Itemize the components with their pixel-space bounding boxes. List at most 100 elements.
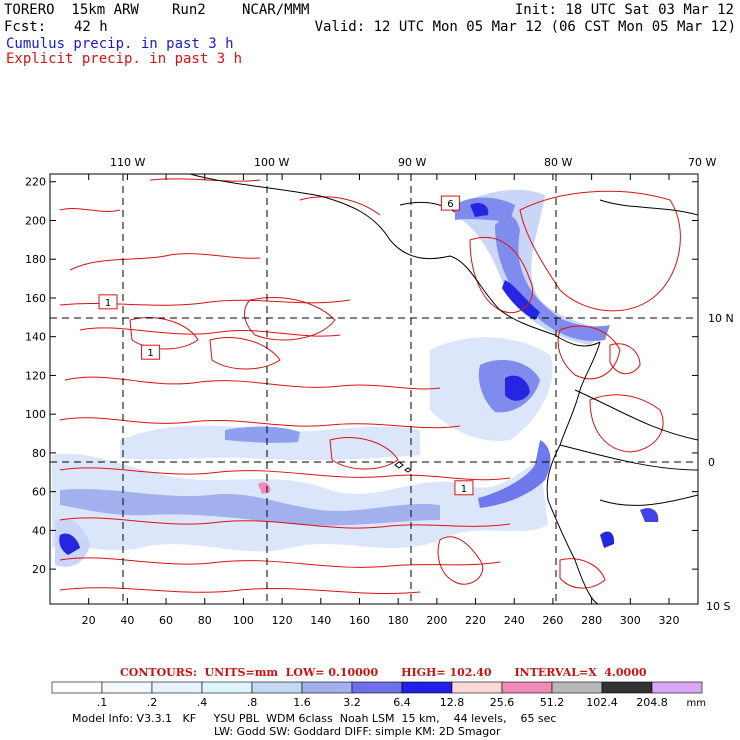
contour-line: [59, 587, 421, 594]
contour-line: [559, 558, 606, 589]
colorbar-level-label: 6.4: [393, 696, 411, 709]
x-tick-label: 260: [542, 614, 563, 627]
x-tick-label: 280: [581, 614, 602, 627]
y-tick-label: 120: [25, 369, 46, 382]
cumulus-medium-caribbean: [495, 216, 610, 341]
colorbar-units: mm: [687, 698, 706, 709]
cumulus-dark-caribbean: [502, 280, 540, 320]
contour-box-label: 1: [147, 348, 153, 359]
colorbar-swatch: [151, 681, 203, 694]
cumulus-light-band-north: [120, 425, 420, 461]
colorbar-level-label: 12.8: [440, 696, 465, 709]
y-tick-label: 80: [32, 447, 46, 460]
contour-line: [209, 337, 281, 370]
x-tick-label: 40: [120, 614, 134, 627]
y-tick-label: 60: [32, 486, 46, 499]
lat-label: 0: [708, 456, 715, 469]
x-tick-label: 300: [620, 614, 641, 627]
country-border: [559, 444, 698, 471]
cumulus-medium-coast: [478, 440, 551, 508]
colorbar-swatch: [601, 681, 653, 694]
x-tick-label: 60: [159, 614, 173, 627]
contour-box-label: 1: [461, 484, 467, 495]
cumulus-dark-gulf: [470, 203, 489, 217]
x-tick-label: 180: [388, 614, 409, 627]
cumulus-light-band-south: [52, 453, 548, 552]
plot-border: [49, 173, 699, 605]
run-label: Run2: [172, 2, 206, 18]
colorbar: .1 .2 .4 .8 1.6 3.2 6.4 12.8 25.6 51.2 102.4 204.8 m…: [51, 681, 706, 709]
coastline-mexico: [189, 174, 601, 347]
contour-line: [609, 343, 641, 375]
forecast-label: Fcst:: [4, 19, 47, 35]
contour-line: [149, 178, 261, 182]
contour-line: [59, 557, 501, 568]
valid-time: Valid: 12 UTC Mon 05 Mar 12 (06 CST Mon …: [314, 19, 736, 35]
cumulus-dark-south-2: [640, 508, 659, 522]
colorbar-swatch: [201, 681, 253, 694]
y-tick-label: 220: [25, 176, 46, 189]
contour-line: [69, 253, 261, 271]
model-info-line1: Model Info: V3.3.1 KF YSU PBL WDM 6class…: [72, 712, 557, 725]
y-tick-label: 100: [25, 408, 46, 421]
latitude-labels: 10 N 0 10 S: [706, 312, 734, 613]
contour-line: [59, 417, 461, 429]
colorbar-level-label: 1.6: [293, 696, 311, 709]
lon-label: 80 W: [544, 156, 572, 169]
contour-line: [59, 517, 511, 529]
cumulus-light-central-america: [455, 189, 605, 345]
galapagos-islands: [394, 461, 412, 473]
cumulus-dark-east: [505, 375, 530, 401]
x-tick-label: 120: [272, 614, 293, 627]
colorbar-swatch: [451, 681, 503, 694]
y-tick-label: 180: [25, 253, 46, 266]
colorbar-level-label: 204.8: [636, 696, 668, 709]
coastline-caribbean: [599, 199, 698, 216]
x-tick-label: 80: [198, 614, 212, 627]
y-tick-label: 40: [32, 524, 46, 537]
x-axis-ticks: 20 40 60 80 100 120 140 160 180 200 220 240 260 280 30…: [82, 174, 679, 627]
init-time: Init: 18 UTC Sat 03 Mar 12: [514, 2, 734, 18]
contour-box: [454, 480, 474, 496]
contour-line: [64, 376, 441, 390]
contour-line: [437, 536, 483, 585]
org-label: NCAR/MMM: [242, 2, 310, 18]
contour-line: [59, 467, 511, 481]
contour-box-label: 1: [105, 298, 111, 309]
contour-box: [440, 195, 460, 211]
forecast-value: 42 h: [74, 19, 108, 35]
colorbar-swatch: [401, 681, 453, 694]
contour-box: [141, 344, 161, 360]
colorbar-level-label: 51.2: [540, 696, 565, 709]
x-tick-label: 220: [465, 614, 486, 627]
lon-label: 110 W: [110, 156, 145, 169]
y-tick-label: 20: [32, 563, 46, 576]
field-explicit-title: Explicit precip. in past 3 h: [6, 51, 243, 67]
contour-line: [244, 297, 336, 341]
contour-line: [557, 325, 621, 380]
lat-label: 10 N: [708, 312, 734, 325]
contour-line: [589, 394, 664, 453]
contour-line: [329, 437, 399, 470]
x-tick-label: 140: [310, 614, 331, 627]
contours-info: CONTOURS: UNITS=mm LOW= 0.10000 HIGH= 10…: [120, 666, 647, 679]
colorbar-level-label: 3.2: [343, 696, 361, 709]
country-border: [574, 389, 698, 441]
model-title: TORERO 15km ARW: [4, 2, 139, 18]
colorbar-level-label: .8: [247, 696, 258, 709]
x-tick-label: 200: [426, 614, 447, 627]
colorbar-swatch: [501, 681, 553, 694]
colorbar-level-label: .2: [147, 696, 158, 709]
lonlat-gridlines: [50, 174, 698, 604]
y-tick-label: 140: [25, 331, 46, 344]
coastline-south-america: [546, 341, 601, 604]
colorbar-swatch: [251, 681, 303, 694]
colorbar-level-label: .1: [97, 696, 108, 709]
cumulus-dark-west: [59, 533, 80, 555]
lon-label: 100 W: [254, 156, 289, 169]
colorbar-level-label: .4: [197, 696, 208, 709]
cumulus-medium-band-2: [225, 426, 300, 443]
x-tick-label: 240: [504, 614, 525, 627]
contour-box-label: 6: [447, 199, 453, 210]
